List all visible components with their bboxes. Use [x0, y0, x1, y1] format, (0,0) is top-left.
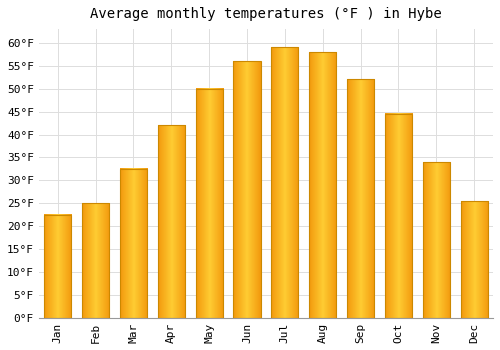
Bar: [120, 169, 147, 318]
Bar: [234, 61, 260, 318]
Bar: [196, 89, 223, 318]
Bar: [271, 47, 298, 318]
Title: Average monthly temperatures (°F ) in Hybe: Average monthly temperatures (°F ) in Hy…: [90, 7, 442, 21]
Bar: [422, 162, 450, 318]
Bar: [82, 203, 109, 318]
Bar: [347, 79, 374, 318]
Bar: [309, 52, 336, 318]
Bar: [44, 215, 72, 318]
Bar: [385, 114, 412, 318]
Bar: [158, 125, 185, 318]
Bar: [460, 201, 488, 318]
